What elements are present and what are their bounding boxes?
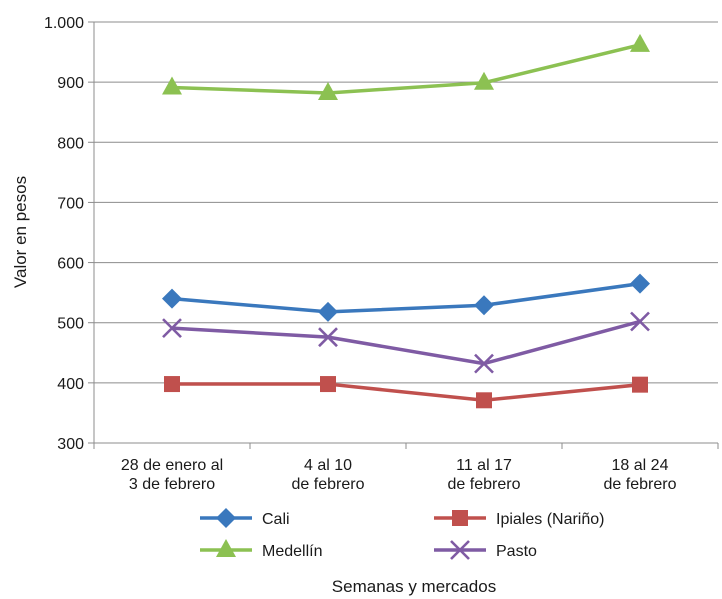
x-axis-title: Semanas y mercados: [332, 577, 496, 596]
y-axis-title: Valor en pesos: [11, 176, 30, 288]
y-tick-label: 1.000: [44, 15, 84, 32]
series-2: [162, 33, 650, 100]
data-point: [476, 392, 492, 409]
series-3: [162, 311, 650, 374]
gridlines: [93, 21, 718, 444]
legend-item: Ipiales (Nariño): [434, 510, 604, 528]
legend-marker: [450, 540, 470, 560]
series-line: [171, 43, 641, 95]
data-point: [630, 273, 650, 294]
data-point: [162, 318, 182, 339]
legend: Cali Ipiales (Nariño) Medellín Pasto: [200, 508, 604, 560]
data-point: [162, 288, 182, 309]
legend-marker: [452, 510, 468, 526]
legend-item: Cali: [200, 508, 290, 528]
data-point: [320, 376, 336, 393]
series-line: [172, 382, 641, 403]
series-0: [162, 273, 650, 322]
y-tick-label: 900: [57, 75, 84, 92]
y-tick-label: 400: [57, 376, 84, 393]
legend-item: Medellín: [200, 539, 322, 560]
x-tick-label: 28 de enero al 3 de febrero: [121, 457, 223, 493]
data-point: [474, 71, 494, 90]
legend-item: Pasto: [434, 540, 537, 560]
legend-label: Cali: [262, 511, 290, 528]
series-line: [171, 281, 641, 314]
legend-marker: [216, 508, 236, 528]
series-1: [164, 376, 648, 409]
legend-label: Pasto: [496, 543, 537, 560]
y-tick-label: 800: [57, 135, 84, 152]
x-axis-ticks: 28 de enero al 3 de febrero 4 al 10 de febr…: [93, 443, 719, 493]
x-tick-label: 4 al 10 de febrero: [292, 457, 365, 493]
y-tick-label: 300: [57, 436, 84, 453]
data-point: [164, 376, 180, 393]
series-line: [171, 319, 641, 366]
legend-label: Medellín: [262, 543, 322, 560]
legend-label: Ipiales (Nariño): [496, 511, 604, 528]
legend-marker: [216, 539, 236, 557]
data-point: [474, 295, 494, 316]
y-tick-label: 700: [57, 195, 84, 212]
x-tick-label: 18 al 24 de febrero: [604, 457, 677, 493]
y-tick-label: 600: [57, 256, 84, 273]
y-axis-ticks: 300 400 500 600 700 800 900 1.000: [44, 15, 94, 453]
x-tick-label: 11 al 17 de febrero: [448, 457, 521, 493]
data-point: [630, 33, 650, 52]
data-point: [632, 376, 648, 393]
y-tick-label: 500: [57, 316, 84, 333]
data-point: [630, 311, 650, 332]
series-group: [162, 33, 650, 409]
data-point: [318, 301, 338, 322]
data-point: [162, 76, 182, 95]
data-point: [474, 353, 494, 374]
data-point: [318, 81, 338, 100]
data-point: [318, 327, 338, 348]
